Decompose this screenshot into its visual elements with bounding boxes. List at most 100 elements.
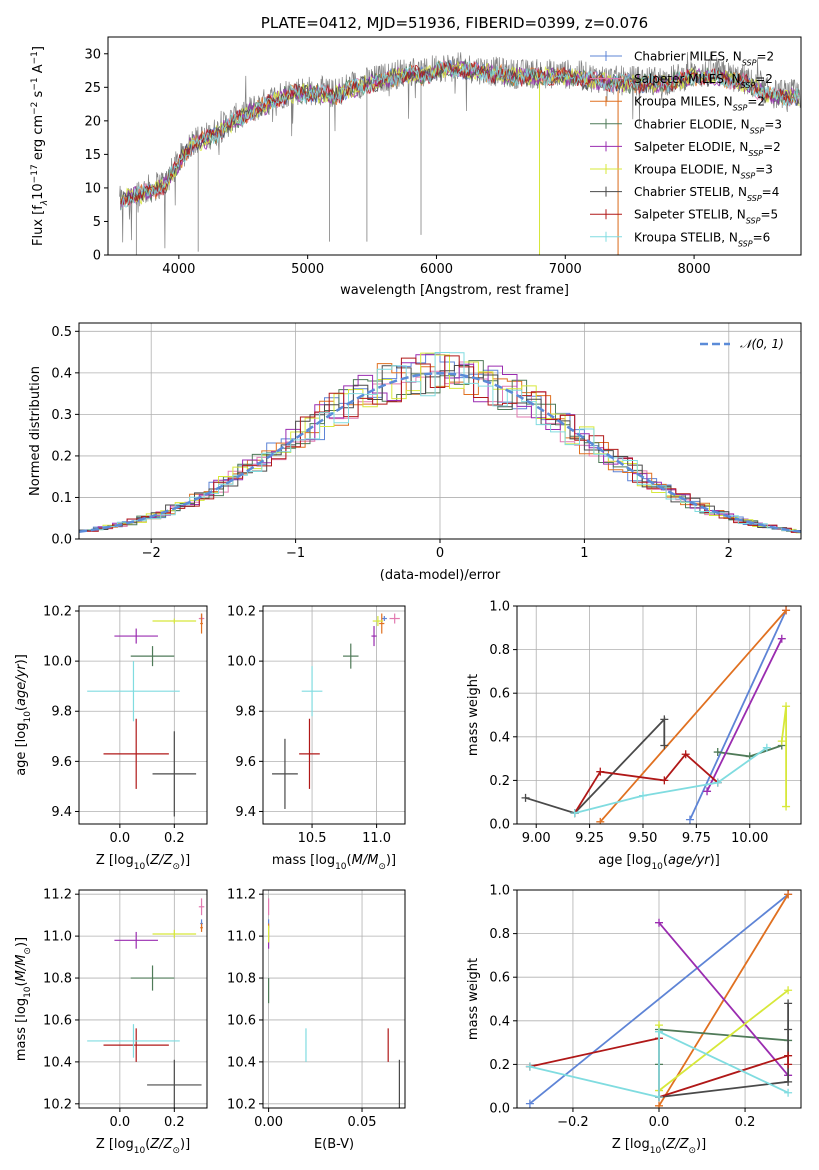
series-point-kroupa_elodie: [777, 737, 786, 746]
label-part: Salpeter ELODIE, N: [634, 140, 748, 154]
series-point-chabrier_elodie: [713, 748, 722, 757]
label-part: mass [log: [272, 853, 335, 868]
y-tick-label: 10.2: [227, 605, 256, 620]
x-tick-label: 9.00: [522, 831, 551, 846]
series-point-kroupa_miles: [596, 817, 605, 824]
y-axis-label: age [log10(age/yr)]: [14, 654, 33, 776]
model-spectrum-kroupa_stelib: [120, 59, 800, 210]
label-part: =2: [756, 50, 774, 64]
label-part: Chabrier MILES, N: [634, 50, 742, 64]
series-line-chabrier_stelib: [525, 717, 666, 815]
chart-title: PLATE=0412, MJD=51936, FIBERID=0399, z=0…: [261, 14, 648, 32]
y-tick-label: 9.8: [235, 705, 256, 720]
x-axis-label: mass [log10(M/M⊙)]: [272, 853, 396, 872]
y-tick-label: 0.4: [489, 1014, 510, 1029]
y-axis-label: mass weight: [466, 958, 481, 1040]
series-point-kroupa_stelib: [570, 809, 579, 818]
label-part: age [log: [14, 723, 29, 776]
series-point-chabrier_stelib: [784, 1025, 793, 1034]
label-part: (: [661, 1137, 666, 1152]
x-axis-label: E(B-V): [314, 1137, 354, 1152]
x-tick-label: 2: [725, 546, 733, 561]
panel-5: 0.0 0.210.210.410.610.811.011.2Z [log10(Z…: [14, 888, 208, 1156]
label-part: (: [145, 853, 150, 868]
x-tick-label: 11.0: [362, 831, 391, 846]
histogram-salpeter_stelib: [83, 355, 801, 533]
label-part: Z [log: [612, 1137, 650, 1152]
legend-label: Chabrier STELIB, NSSP=4: [634, 185, 779, 203]
plot-area: [272, 613, 400, 809]
legend-label: Kroupa MILES, NSSP=2: [634, 95, 765, 113]
y-tick-label: 10.2: [43, 1097, 72, 1112]
axes-frame: [78, 605, 208, 825]
y-tick-label: 11.2: [227, 888, 256, 903]
label-part: SSP: [741, 171, 756, 180]
series-line-kroupa_stelib: [529, 1030, 789, 1099]
y-axis-label: Normed distribution: [28, 366, 43, 496]
y-tick-label: 0.8: [489, 643, 510, 658]
axes-frame: [516, 889, 802, 1109]
series-point-kroupa_elodie: [782, 802, 791, 811]
axes-frame: [262, 605, 406, 825]
y-tick-label: 10.2: [43, 605, 72, 620]
label-part: )]: [696, 1137, 706, 1152]
legend-label: Salpeter MILES, NSSP=2: [634, 72, 773, 90]
y-tick-label: 9.8: [51, 705, 72, 720]
legend-label: Kroupa STELIB, NSSP=6: [634, 230, 770, 248]
series-point-salpeter_elodie: [777, 634, 786, 643]
label-part: age/yr: [668, 853, 711, 868]
label-part: M/M: [14, 955, 29, 982]
legend-label: Kroupa ELODIE, NSSP=3: [634, 163, 773, 181]
y-tick-label: 0.0: [51, 533, 72, 548]
label-part: )]: [14, 654, 29, 664]
label-part: )]: [180, 1137, 190, 1152]
label-part: −1: [30, 51, 40, 64]
label-part: 10: [335, 862, 347, 872]
label-part: SSP: [741, 81, 756, 90]
label-part: =5: [760, 208, 778, 222]
panel-6: 0.00 0.05 10.2 10.4 10.6 10.8 11.0 11.2 E(B-V): [227, 888, 406, 1152]
label-part: Kroupa STELIB, N: [634, 230, 738, 244]
y-tick-label: 1.0: [489, 600, 510, 615]
label-part: 10: [134, 1146, 146, 1156]
series-line-kroupa_miles: [599, 609, 787, 823]
y-tick-label: 11.0: [43, 930, 72, 945]
x-tick-label: −1: [286, 546, 305, 561]
label-part: s: [31, 90, 46, 101]
y-tick-label: 11.2: [43, 888, 72, 903]
y-tick-label: 0.1: [51, 491, 72, 506]
label-part: ]: [31, 46, 46, 51]
x-tick-label: 9.25: [575, 831, 604, 846]
label-part: Z/Z: [665, 1137, 689, 1152]
label-part: 10: [651, 862, 663, 872]
panel-7: −0.2 0.0 0.2 0.0 0.2 0.4 0.6 0.8 1.0 Z [log10(Z/Z…: [466, 884, 802, 1156]
label-part: SSP: [746, 216, 761, 225]
series-point-chabrier_stelib: [784, 999, 793, 1008]
y-tick-label: 0.3: [51, 408, 72, 423]
y-tick-label: 10.4: [227, 1055, 256, 1070]
y-axis-label: mass [log10(M/M⊙)]: [14, 937, 33, 1061]
label-part: =4: [762, 185, 780, 199]
label-part: Chabrier STELIB, N: [634, 185, 747, 199]
label-part: SSP: [748, 148, 763, 157]
series-point-salpeter_stelib: [784, 1051, 793, 1060]
x-tick-label: 9.50: [629, 831, 658, 846]
label-part: Flux [f: [31, 205, 46, 246]
label-part: =2: [747, 95, 765, 109]
series-point-salpeter_stelib: [596, 767, 605, 776]
series-line-salpeter_elodie: [706, 638, 783, 792]
label-part: −17: [30, 164, 40, 183]
y-tick-label: 9.4: [51, 805, 72, 820]
label-part: =2: [755, 72, 773, 86]
x-tick-label: 8000: [678, 262, 711, 277]
x-tick-label: 0.00: [254, 1115, 283, 1130]
series-point-salpeter_elodie: [655, 918, 663, 927]
label-part: λ: [40, 200, 50, 206]
plot-area: [119, 51, 801, 255]
y-tick-label: 0.8: [489, 927, 510, 942]
label-part: −1: [30, 77, 40, 90]
x-axis-label: Z [log10(Z/Z⊙)]: [96, 853, 190, 872]
x-tick-label: 6000: [420, 262, 453, 277]
x-axis-label: age [log10(age/yr)]: [598, 853, 720, 872]
x-axis-label: Z [log10(Z/Z⊙)]: [96, 1137, 190, 1156]
